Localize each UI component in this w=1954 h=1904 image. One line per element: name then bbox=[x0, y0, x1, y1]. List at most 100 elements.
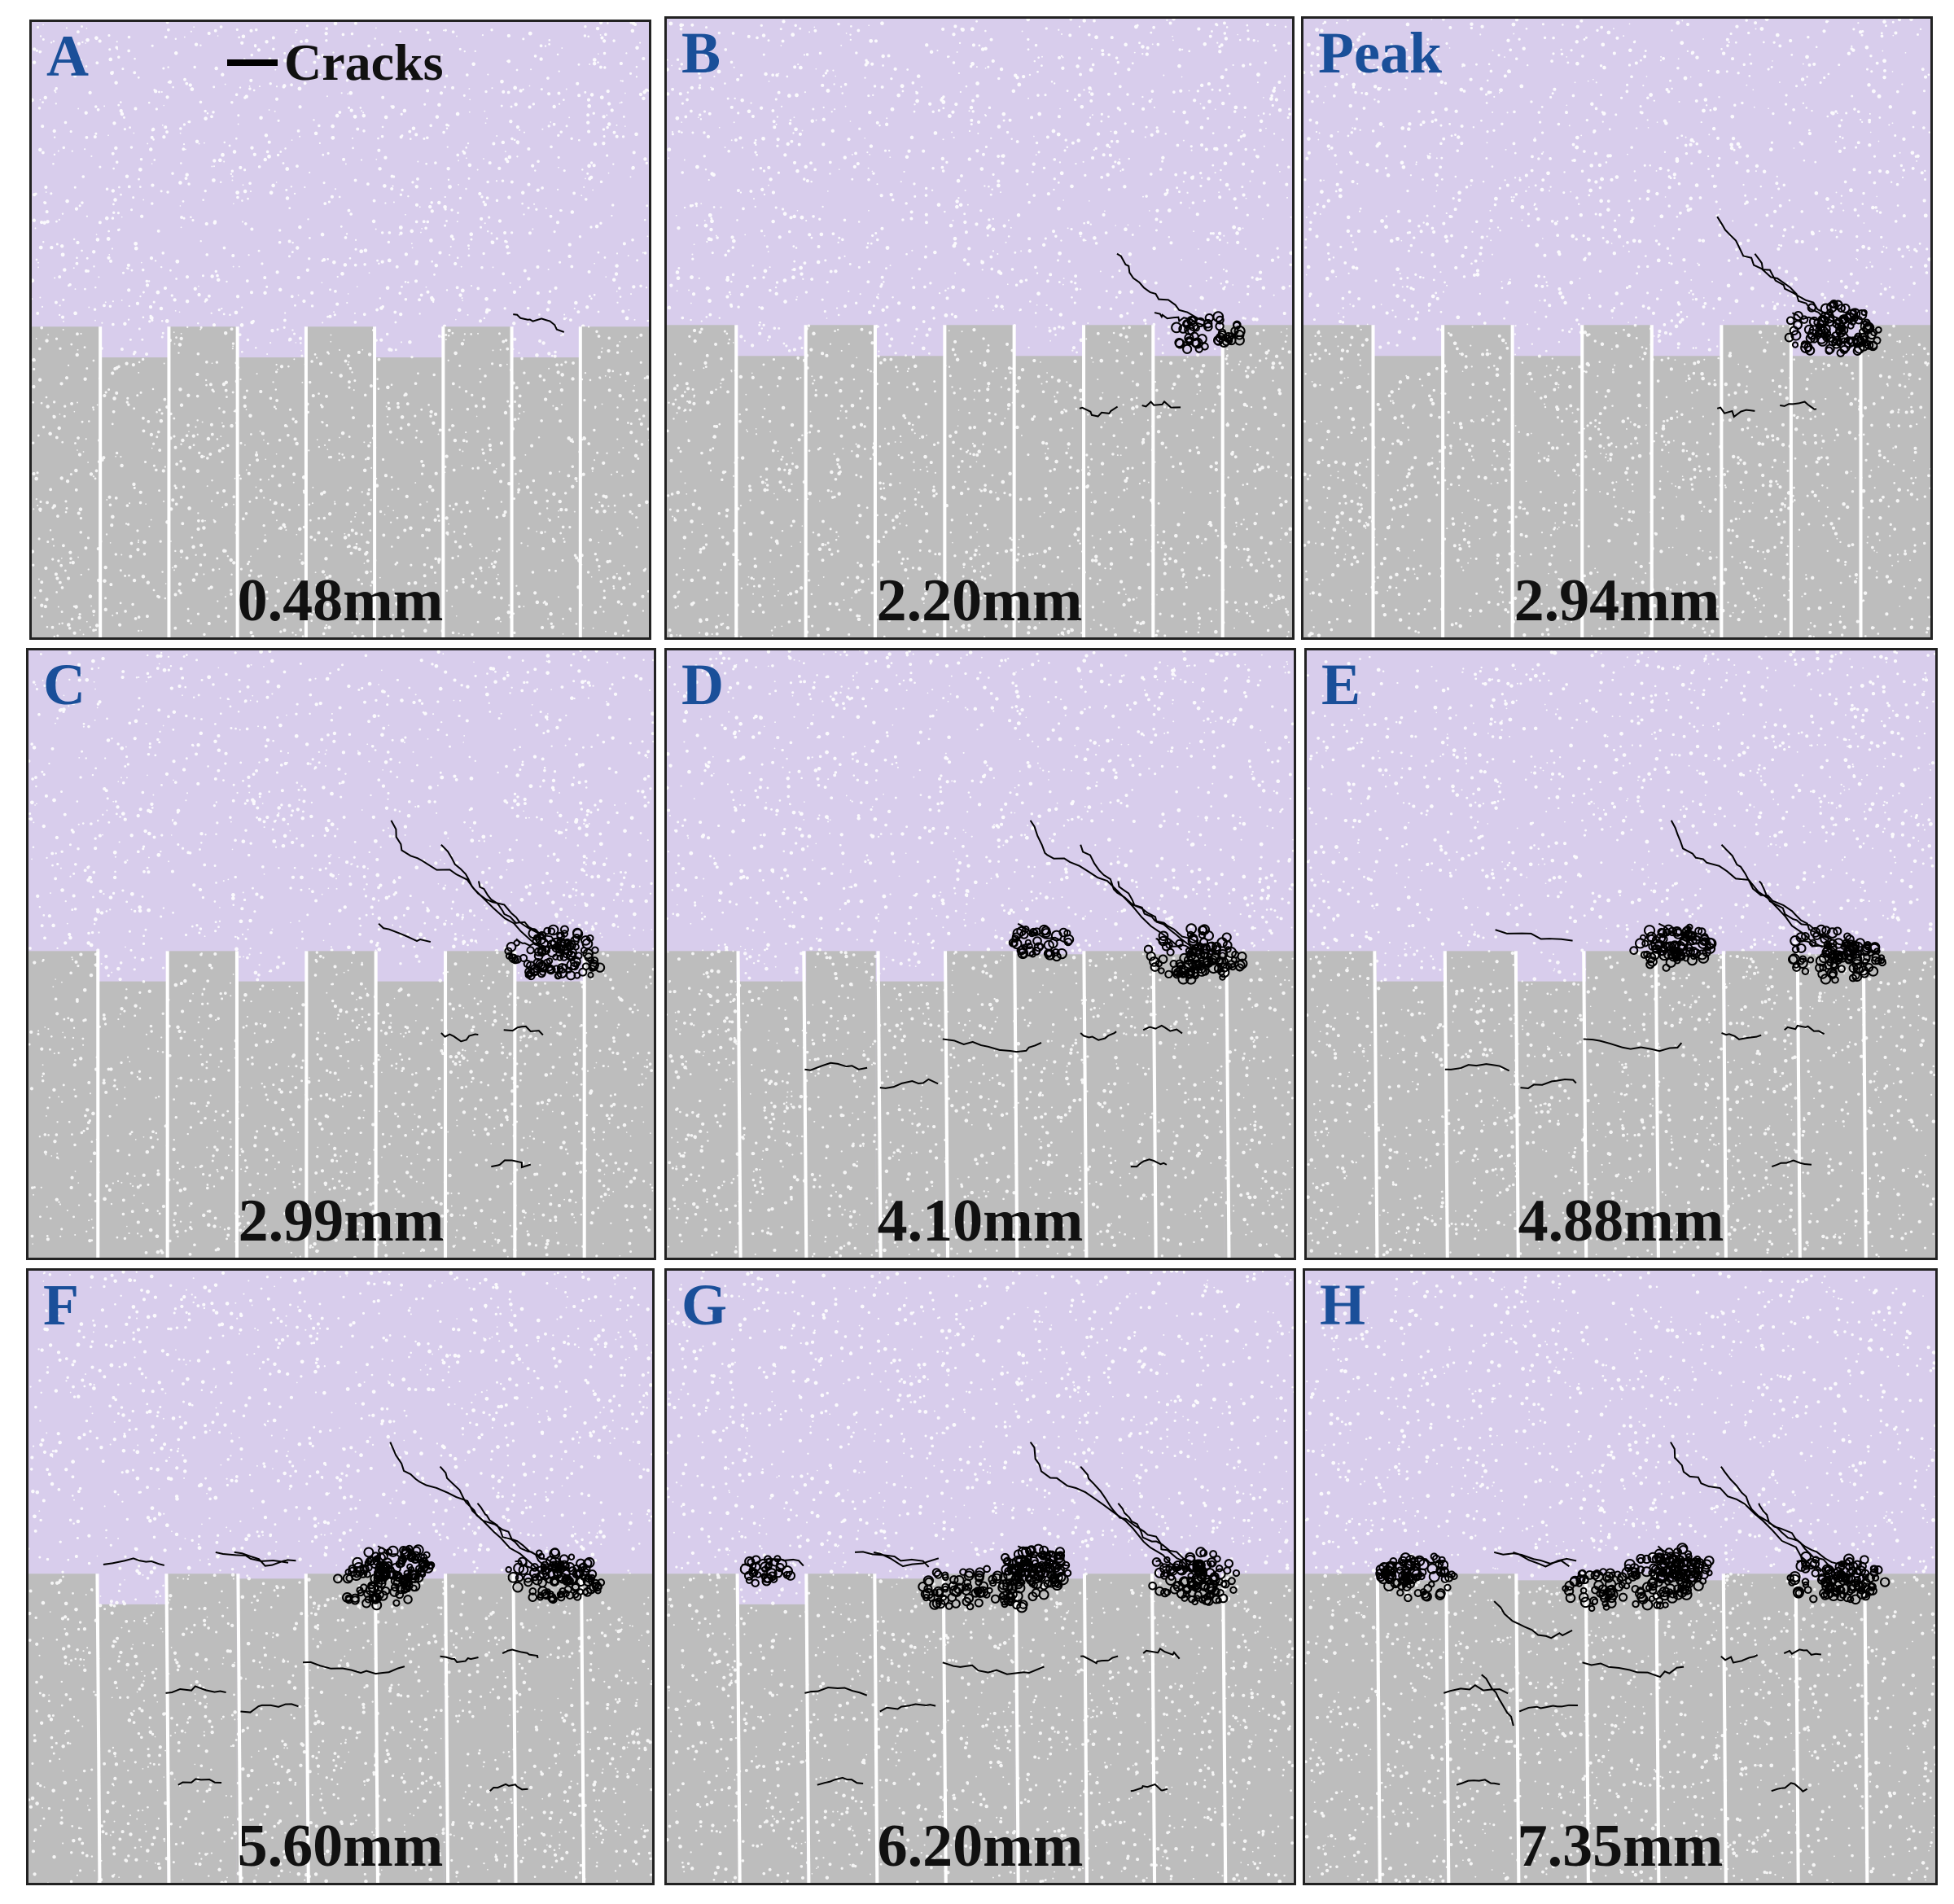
upper-particles bbox=[1307, 650, 1935, 952]
crack-cell bbox=[548, 1595, 556, 1604]
panel-e: E 4.88mm bbox=[1304, 648, 1938, 1260]
crack-cell bbox=[760, 1561, 770, 1572]
column-gaps bbox=[734, 325, 1225, 637]
crack-cell bbox=[1043, 1579, 1053, 1588]
column bbox=[1373, 356, 1444, 637]
crack-cell bbox=[1196, 1571, 1207, 1582]
crack-cell bbox=[1174, 338, 1185, 348]
crack-cell bbox=[1375, 1568, 1387, 1579]
crack-cell bbox=[1006, 1565, 1017, 1575]
crack-network bbox=[103, 1442, 606, 1792]
crack bbox=[804, 1061, 868, 1071]
crack-cell bbox=[1438, 1556, 1446, 1564]
lower-block bbox=[1303, 325, 1930, 637]
crack-cell bbox=[1154, 960, 1163, 968]
gap-line bbox=[1584, 1574, 1590, 1883]
crack-cell bbox=[932, 1586, 944, 1598]
column bbox=[375, 1578, 445, 1883]
crack-cell bbox=[922, 1587, 935, 1600]
crack-cell bbox=[1847, 336, 1859, 347]
crack-cell bbox=[1203, 318, 1213, 329]
crack-cell bbox=[348, 1565, 357, 1574]
crack-cell bbox=[1701, 937, 1709, 945]
crack-cell bbox=[1579, 1596, 1592, 1609]
column bbox=[1865, 951, 1935, 1258]
crack-cell bbox=[1430, 1552, 1439, 1560]
crack-cell bbox=[1168, 1566, 1178, 1576]
crack-cell bbox=[1828, 969, 1838, 978]
crack-cell bbox=[1700, 1565, 1711, 1574]
crack-cell bbox=[552, 965, 561, 974]
crack-cell bbox=[1636, 1565, 1645, 1574]
crack-cell bbox=[1815, 963, 1825, 973]
crack bbox=[1080, 1655, 1119, 1665]
gap-line bbox=[1444, 1574, 1451, 1883]
crack-cell bbox=[1853, 1580, 1864, 1591]
crack-cell bbox=[1824, 1582, 1835, 1593]
column bbox=[805, 325, 875, 637]
lower-particles bbox=[667, 949, 1294, 1258]
column bbox=[736, 1604, 807, 1883]
crack-cell bbox=[385, 1548, 393, 1556]
crack-cell bbox=[380, 1570, 388, 1578]
crack-cell bbox=[1639, 934, 1647, 941]
crack-cell bbox=[342, 1573, 353, 1584]
crack-cell bbox=[410, 1584, 418, 1592]
crack-cell bbox=[1796, 943, 1807, 953]
crack-cell bbox=[1791, 341, 1799, 348]
crack-cell bbox=[1017, 948, 1029, 960]
crack-cell bbox=[585, 1583, 597, 1595]
crack-cell bbox=[379, 1562, 388, 1572]
crack-cell bbox=[402, 1584, 412, 1593]
crack bbox=[817, 1776, 864, 1786]
column-gaps bbox=[1375, 1574, 1869, 1883]
crack-cell bbox=[1681, 1575, 1690, 1584]
lower-block bbox=[1305, 1574, 1935, 1883]
crack-cell bbox=[1154, 1567, 1166, 1578]
crack-cell bbox=[537, 1578, 547, 1588]
crack-cell bbox=[1820, 323, 1831, 335]
crack-cell bbox=[1807, 303, 1816, 313]
crack-cell bbox=[1395, 1566, 1404, 1574]
crack-cell bbox=[1220, 1579, 1230, 1589]
crack-cell bbox=[924, 1577, 934, 1587]
crack-cell bbox=[574, 952, 583, 960]
crack-cell bbox=[1803, 324, 1815, 335]
crack bbox=[1520, 1078, 1577, 1090]
crack-cell bbox=[505, 1565, 512, 1574]
crack-cell bbox=[1198, 943, 1205, 951]
column bbox=[580, 326, 649, 637]
crack-cell bbox=[1853, 343, 1865, 354]
crack-cell bbox=[1656, 1574, 1666, 1584]
crack bbox=[1716, 406, 1755, 418]
crack-cell bbox=[1862, 943, 1872, 953]
crack-cell bbox=[361, 1598, 371, 1609]
crack-cell bbox=[1163, 1588, 1172, 1596]
crack-cell bbox=[371, 1552, 380, 1561]
crack-cell bbox=[1807, 956, 1815, 964]
crack-cell bbox=[1026, 1545, 1036, 1556]
crack-cell bbox=[1838, 1560, 1846, 1568]
crack-cell bbox=[1206, 1590, 1216, 1599]
crack-cell bbox=[582, 1558, 593, 1568]
crack bbox=[1513, 1551, 1577, 1568]
crack-cell bbox=[507, 1571, 519, 1583]
crack-cell bbox=[1024, 939, 1032, 946]
crack-cell bbox=[1037, 1551, 1047, 1560]
crack-cell bbox=[1641, 1566, 1653, 1578]
lower-block bbox=[28, 1574, 652, 1883]
column-gaps bbox=[99, 326, 582, 637]
crack-cell bbox=[1684, 925, 1692, 934]
crack-cell bbox=[1033, 942, 1044, 952]
crack-cell bbox=[562, 1576, 572, 1587]
crack-cell bbox=[540, 964, 548, 972]
column bbox=[28, 951, 99, 1258]
column bbox=[1014, 356, 1084, 637]
crack-cluster bbox=[1784, 300, 1875, 356]
crack-cell bbox=[418, 1560, 426, 1569]
crack-cell bbox=[974, 1598, 984, 1608]
gap-line bbox=[236, 1574, 243, 1883]
crack-legend-swatch bbox=[227, 59, 278, 66]
crack-cell bbox=[1787, 954, 1798, 965]
